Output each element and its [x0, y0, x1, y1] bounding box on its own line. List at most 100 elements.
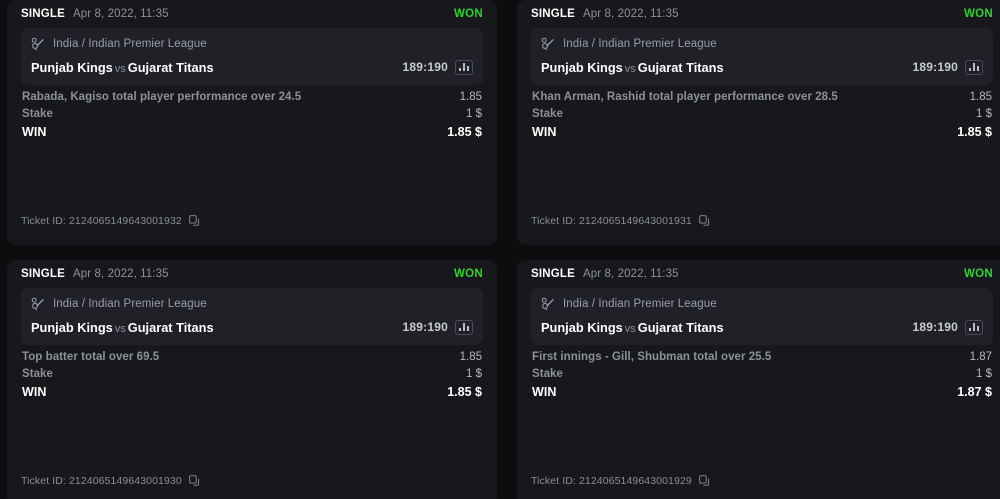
league-row: India / Indian Premier League — [31, 295, 473, 313]
bar-chart-statistics-icon[interactable] — [965, 319, 983, 335]
match-score: 189:190 — [912, 320, 958, 334]
copy-icon[interactable] — [699, 215, 711, 227]
vs-label: vs — [624, 322, 636, 335]
match-teams: Punjab Kings vs Gujarat Titans — [541, 60, 724, 75]
ticket-id-row: Ticket ID: 2124065149643001931 — [531, 215, 711, 227]
league-row: India / Indian Premier League — [541, 295, 983, 313]
ticket-header: SINGLE Apr 8, 2022, 11:35 WON — [21, 0, 483, 28]
selection-row: Rabada, Kagiso total player performance … — [21, 85, 483, 105]
league-name: India / Indian Premier League — [53, 298, 207, 310]
ticket-header: SINGLE Apr 8, 2022, 11:35 WON — [21, 260, 483, 288]
copy-icon[interactable] — [699, 475, 711, 487]
league-name: India / Indian Premier League — [563, 298, 717, 310]
ticket-id-row: Ticket ID: 2124065149643001930 — [21, 475, 201, 487]
match-score: 189:190 — [912, 60, 958, 74]
team-away: Gujarat Titans — [127, 59, 214, 75]
team-away: Gujarat Titans — [127, 319, 214, 335]
win-row: WIN 1.85 $ — [21, 382, 483, 401]
bet-type-label: SINGLE — [21, 268, 66, 280]
vs-label: vs — [114, 322, 126, 335]
status-badge: WON — [963, 8, 993, 20]
bet-ticket-card[interactable]: SINGLE Apr 8, 2022, 11:35 WON India / In… — [7, 0, 497, 245]
stake-value: 1 $ — [976, 108, 992, 120]
win-label: WIN — [22, 125, 47, 139]
win-label: WIN — [532, 125, 557, 139]
bar-chart-statistics-icon[interactable] — [455, 59, 473, 75]
match-row: Punjab Kings vs Gujarat Titans 189:190 — [31, 317, 473, 337]
match-score: 189:190 — [402, 320, 448, 334]
win-value: 1.85 $ — [447, 385, 482, 399]
selection-odds: 1.85 — [459, 91, 482, 103]
ticket-id: Ticket ID: 2124065149643001930 — [21, 475, 182, 487]
bet-type-label: SINGLE — [531, 8, 576, 20]
status-badge: WON — [963, 268, 993, 280]
team-home: Punjab Kings — [31, 319, 113, 335]
bet-ticket-card[interactable]: SINGLE Apr 8, 2022, 11:35 WON India / In… — [517, 0, 1000, 245]
ticket-id-row: Ticket ID: 2124065149643001932 — [21, 215, 201, 227]
score-group: 189:190 — [403, 59, 473, 75]
ticket-header: SINGLE Apr 8, 2022, 11:35 WON — [531, 260, 993, 288]
win-row: WIN 1.87 $ — [531, 382, 993, 401]
copy-icon[interactable] — [189, 215, 201, 227]
vs-label: vs — [624, 62, 636, 75]
event-panel[interactable]: India / Indian Premier League Punjab Kin… — [531, 288, 993, 345]
bet-ticket-card[interactable]: SINGLE Apr 8, 2022, 11:35 WON India / In… — [7, 260, 497, 499]
stake-value: 1 $ — [466, 108, 482, 120]
win-label: WIN — [22, 385, 47, 399]
win-value: 1.85 $ — [447, 125, 482, 139]
team-home: Punjab Kings — [31, 59, 113, 75]
bet-type-label: SINGLE — [21, 8, 66, 20]
win-value: 1.87 $ — [957, 385, 992, 399]
win-label: WIN — [532, 385, 557, 399]
win-value: 1.85 $ — [957, 125, 992, 139]
match-row: Punjab Kings vs Gujarat Titans 189:190 — [541, 57, 983, 77]
score-group: 189:190 — [402, 319, 473, 335]
stake-row: Stake 1 $ — [21, 105, 483, 122]
event-panel[interactable]: India / Indian Premier League Punjab Kin… — [21, 28, 483, 85]
bet-date: Apr 8, 2022, 11:35 — [583, 268, 679, 280]
status-badge: WON — [453, 8, 483, 20]
team-home: Punjab Kings — [541, 319, 623, 335]
league-row: India / Indian Premier League — [541, 35, 983, 53]
stake-value: 1 $ — [466, 368, 482, 380]
score-group: 189:190 — [912, 319, 983, 335]
bet-date: Apr 8, 2022, 11:35 — [73, 8, 169, 20]
bet-type-label: SINGLE — [531, 268, 576, 280]
cricket-bat-ball-icon — [31, 37, 44, 50]
stake-label: Stake — [532, 368, 563, 380]
win-row: WIN 1.85 $ — [21, 122, 483, 141]
match-teams: Punjab Kings vs Gujarat Titans — [31, 320, 214, 335]
copy-icon[interactable] — [189, 475, 201, 487]
selection-row: Khan Arman, Rashid total player performa… — [531, 85, 993, 105]
match-teams: Punjab Kings vs Gujarat Titans — [541, 320, 724, 335]
bar-chart-statistics-icon[interactable] — [965, 59, 983, 75]
selection-row: First innings - Gill, Shubman total over… — [531, 345, 993, 365]
team-home: Punjab Kings — [541, 59, 623, 75]
ticket-id: Ticket ID: 2124065149643001931 — [531, 215, 692, 227]
stake-row: Stake 1 $ — [531, 105, 993, 122]
cricket-bat-ball-icon — [541, 37, 554, 50]
ticket-id-row: Ticket ID: 2124065149643001929 — [531, 475, 711, 487]
win-row: WIN 1.85 $ — [531, 122, 993, 141]
bet-ticket-card[interactable]: SINGLE Apr 8, 2022, 11:35 WON India / In… — [517, 260, 1000, 499]
stake-row: Stake 1 $ — [531, 365, 993, 382]
vs-label: vs — [114, 62, 126, 75]
selection-odds: 1.87 — [969, 351, 992, 363]
selection-odds: 1.85 — [459, 351, 482, 363]
bet-date: Apr 8, 2022, 11:35 — [73, 268, 169, 280]
stake-row: Stake 1 $ — [21, 365, 483, 382]
event-panel[interactable]: India / Indian Premier League Punjab Kin… — [531, 28, 993, 85]
score-group: 189:190 — [912, 59, 983, 75]
league-row: India / Indian Premier League — [31, 35, 473, 53]
cricket-bat-ball-icon — [541, 297, 554, 310]
selection-label: First innings - Gill, Shubman total over… — [532, 351, 772, 363]
league-name: India / Indian Premier League — [53, 38, 207, 50]
match-teams: Punjab Kings vs Gujarat Titans — [31, 60, 214, 75]
event-panel[interactable]: India / Indian Premier League Punjab Kin… — [21, 288, 483, 345]
bar-chart-statistics-icon[interactable] — [455, 319, 473, 335]
selection-label: Khan Arman, Rashid total player performa… — [532, 91, 838, 103]
match-row: Punjab Kings vs Gujarat Titans 189:190 — [31, 57, 473, 77]
ticket-id: Ticket ID: 2124065149643001929 — [531, 475, 692, 487]
selection-label: Top batter total over 69.5 — [22, 351, 160, 363]
